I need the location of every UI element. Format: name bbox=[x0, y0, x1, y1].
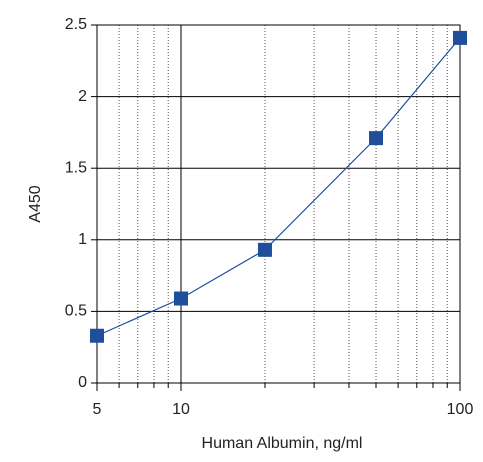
y-tick-label: 1 bbox=[78, 231, 87, 248]
y-tick-label: 0.5 bbox=[65, 303, 87, 320]
x-axis-label: Human Albumin, ng/ml bbox=[202, 435, 363, 452]
data-point bbox=[453, 30, 467, 45]
plot-area bbox=[96, 24, 461, 384]
y-tick-label: 0 bbox=[78, 374, 87, 391]
y-tick-label: 1.5 bbox=[65, 159, 87, 176]
x-tick-label: 10 bbox=[172, 401, 190, 418]
data-point bbox=[257, 242, 272, 257]
y-axis-label: A450 bbox=[27, 185, 44, 222]
data-point bbox=[369, 131, 384, 146]
x-tick-label: 5 bbox=[93, 401, 102, 418]
x-tick-label: 100 bbox=[447, 401, 474, 418]
y-tick-label: 2 bbox=[78, 88, 87, 105]
data-point bbox=[173, 291, 188, 306]
data-point bbox=[90, 328, 104, 343]
y-tick-label: 2.5 bbox=[65, 16, 87, 33]
